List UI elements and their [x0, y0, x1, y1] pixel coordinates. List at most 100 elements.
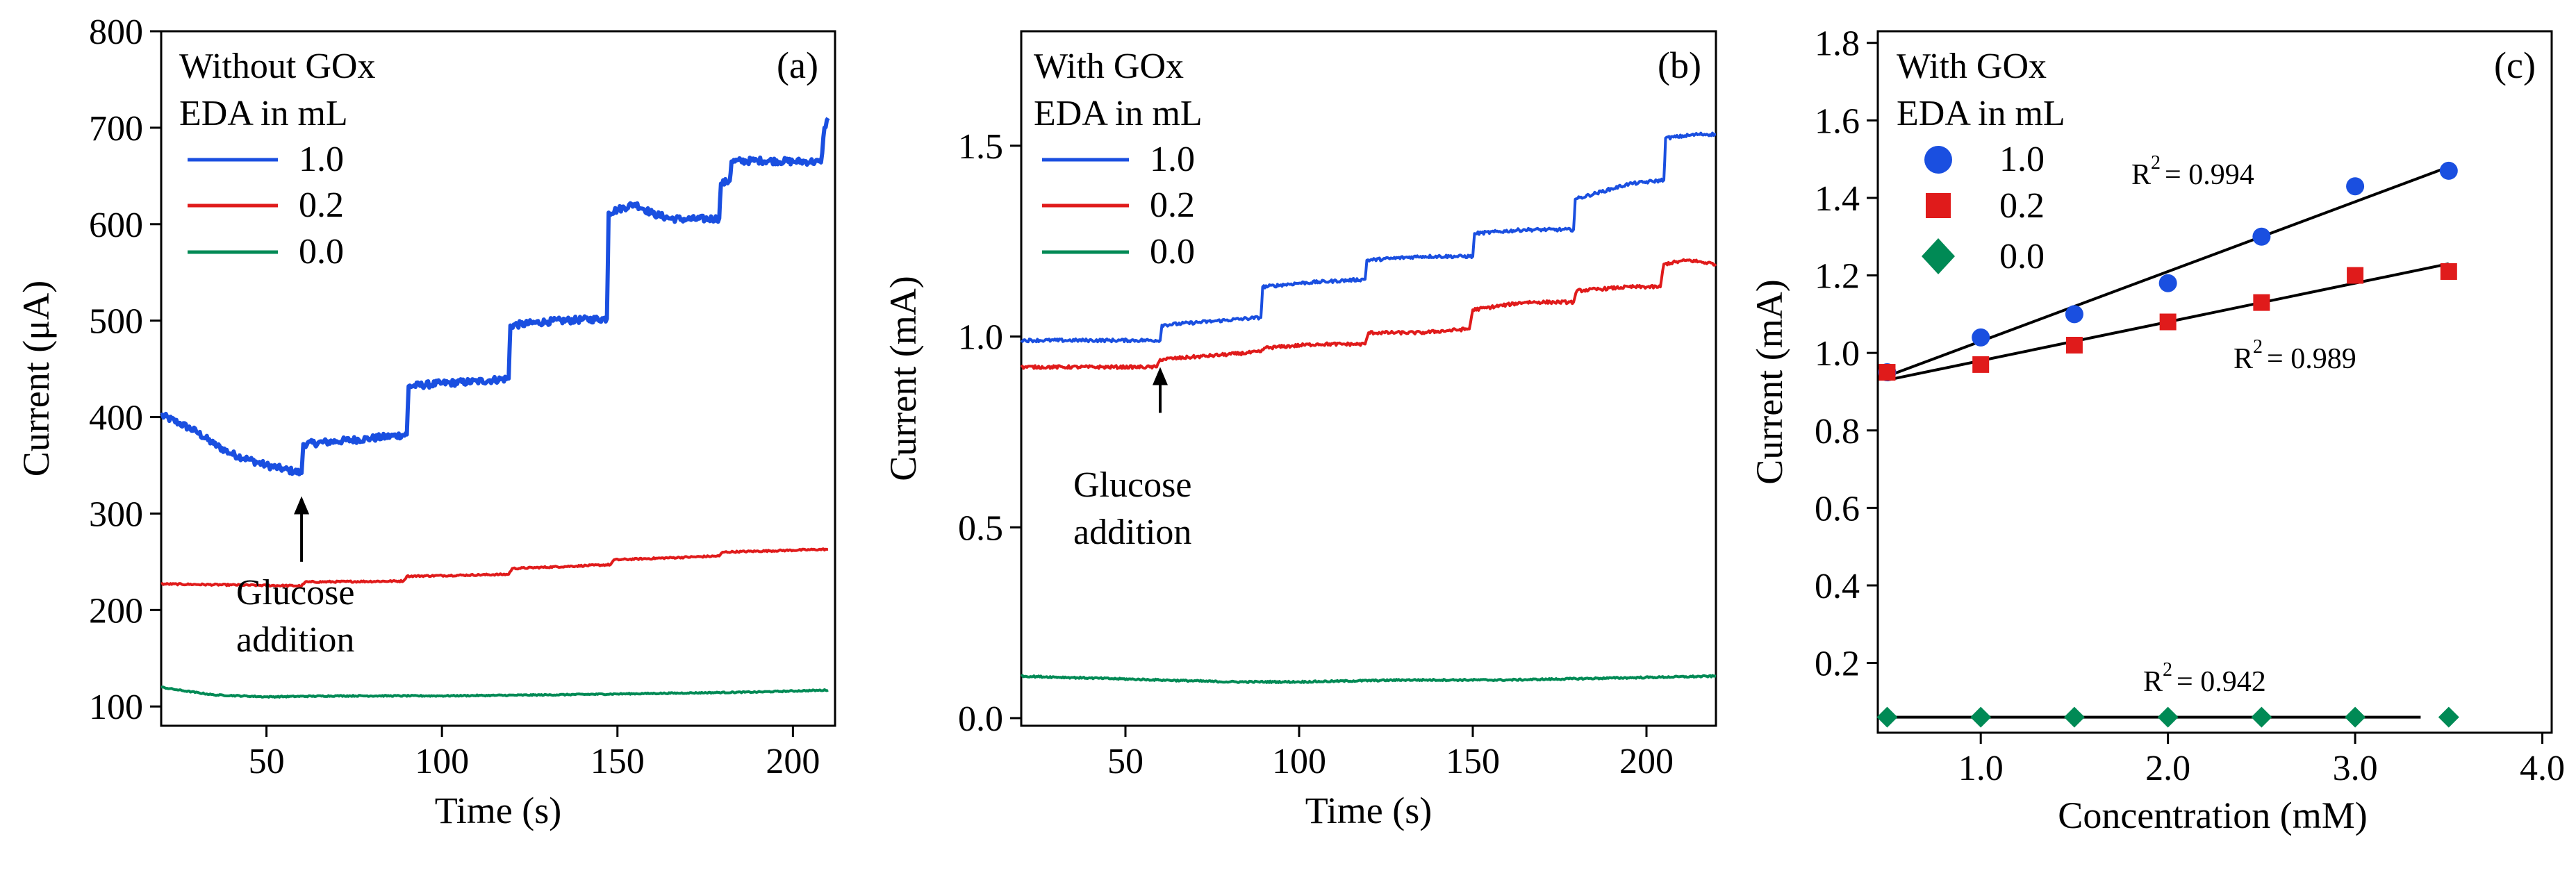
fit-line-1.0 [1886, 165, 2450, 378]
data-point-0.0 [1876, 706, 1898, 728]
panel-a-yticks: 100 200 300 400 500 600 700 800 [89, 13, 161, 727]
data-point-0.0 [2251, 706, 2272, 728]
data-point-0.0 [2063, 706, 2085, 728]
data-point-0.2 [2159, 313, 2177, 331]
data-point-1.0 [1972, 328, 1990, 347]
legend-label-0.2: 0.2 [299, 185, 344, 225]
x-tick-label: 50 [249, 742, 285, 781]
y-tick-label: 500 [89, 302, 143, 342]
panel-a-series [160, 117, 830, 699]
series-line-0.2 [1020, 258, 1717, 370]
panel-c: 1.0 2.0 3.0 4.0 0.2 0.4 0.6 0.8 1.0 1.2 1.4 1.6 1.8… [1749, 24, 2565, 836]
x-tick-label: 50 [1107, 742, 1143, 781]
panel-b-frame [1020, 30, 1717, 727]
y-tick-label: 0.2 [1815, 645, 1860, 684]
panel-a-ylabel: Current (μA) [15, 281, 57, 476]
panel-a-legend-title-2: EDA in mL [179, 94, 348, 133]
y-tick-label: 0.6 [1815, 489, 1860, 529]
panel-c-ylabel: Current (mA) [1749, 279, 1790, 484]
annotation-text-a-1: Glucose [236, 573, 354, 613]
panel-c-legend-title-2: EDA in mL [1897, 94, 2065, 133]
panel-c-points [1876, 161, 2459, 728]
series-line-1.0 [1020, 131, 1717, 344]
legend-label-0.0: 0.0 [1999, 237, 2045, 276]
series-line-0.2 [160, 547, 829, 588]
data-point-0.0 [2345, 706, 2366, 728]
x-tick-label: 150 [1446, 742, 1500, 781]
arrow-head [1153, 367, 1168, 385]
data-point-0.2 [1879, 364, 1896, 381]
annotation-text-a-2: addition [236, 620, 354, 660]
panel-c-frame [1876, 30, 2553, 734]
panel-b-legend-title-2: EDA in mL [1034, 94, 1203, 133]
annotation-arrow-a [294, 496, 310, 562]
panel-c-legend-title-1: With GOx [1897, 47, 2047, 86]
panel-a-frame [160, 30, 836, 727]
x-tick-label: 2.0 [2145, 749, 2190, 788]
annotation-text-b-1: Glucose [1073, 465, 1191, 505]
data-point-1.0 [2065, 305, 2083, 324]
legend-label-0.0: 0.0 [299, 232, 344, 272]
data-point-1.0 [2439, 161, 2458, 180]
y-tick-label: 1.6 [1815, 101, 1860, 141]
arrow-head [294, 496, 310, 515]
panel-c-fits [1886, 165, 2450, 719]
y-tick-label: 100 [89, 688, 143, 727]
y-tick-label: 0.4 [1815, 567, 1860, 606]
annotation-text-b-2: addition [1073, 513, 1191, 552]
panel-c-yticks: 0.2 0.4 0.6 0.8 1.0 1.2 1.4 1.6 1.8 [1815, 24, 1878, 684]
panel-b-xlabel: Time (s) [1305, 790, 1433, 831]
panel-a-legend-title-1: Without GOx [179, 47, 375, 86]
y-tick-label: 0.5 [958, 508, 1003, 548]
data-point-0.0 [2438, 706, 2459, 728]
y-tick-label: 1.0 [958, 318, 1003, 358]
legend-label-0.0: 0.0 [1150, 232, 1195, 272]
legend-label-1.0: 1.0 [1999, 140, 2045, 179]
y-tick-label: 0.0 [958, 699, 1003, 739]
y-tick-label: 600 [89, 206, 143, 245]
x-tick-label: 4.0 [2520, 749, 2565, 788]
panel-a-label: (a) [777, 44, 818, 86]
y-tick-label: 1.4 [1815, 179, 1860, 219]
legend-label-1.0: 1.0 [1150, 140, 1195, 179]
panel-b-xticks: 50 100 150 200 [1107, 726, 1674, 781]
y-tick-label: 800 [89, 13, 143, 52]
data-point-0.0 [2157, 706, 2179, 728]
fit-label-0.0: R2 = 0.942 [2143, 659, 2266, 698]
panel-b-label: (b) [1658, 44, 1701, 86]
data-point-1.0 [2158, 274, 2177, 292]
y-tick-label: 1.2 [1815, 257, 1860, 297]
legend-marker-diamond [1922, 238, 1955, 274]
y-tick-label: 700 [89, 109, 143, 149]
data-point-0.0 [1970, 706, 1992, 728]
panel-a: 50 100 150 200 100 200 300 400 500 600 700 800 (a)… [15, 13, 836, 831]
x-tick-label: 100 [415, 742, 469, 781]
series-line-0.0 [160, 685, 829, 699]
data-point-1.0 [2252, 227, 2271, 246]
panel-b-yticks: 0.0 0.5 1.0 1.5 [958, 127, 1021, 739]
x-tick-label: 200 [1619, 742, 1674, 781]
y-tick-label: 1.5 [958, 127, 1003, 167]
panel-c-label: (c) [2494, 44, 2536, 86]
legend-label-1.0: 1.0 [299, 140, 344, 179]
series-line-1.0 [160, 117, 830, 476]
x-tick-label: 1.0 [1958, 749, 2004, 788]
panel-b-legend-title-1: With GOx [1034, 47, 1184, 86]
legend-label-0.2: 0.2 [1999, 186, 2045, 226]
y-tick-label: 300 [89, 494, 143, 534]
y-tick-label: 1.8 [1815, 24, 1860, 64]
x-tick-label: 200 [766, 742, 820, 781]
x-tick-label: 100 [1272, 742, 1326, 781]
legend-marker-square [1926, 193, 1951, 218]
panel-a-xlabel: Time (s) [435, 790, 562, 831]
x-tick-label: 3.0 [2333, 749, 2378, 788]
x-tick-label: 150 [591, 742, 645, 781]
data-point-0.2 [2253, 294, 2270, 311]
y-tick-label: 0.8 [1815, 412, 1860, 451]
annotation-arrow-b [1153, 367, 1168, 413]
legend-marker-circle [1924, 146, 1952, 174]
y-tick-label: 400 [89, 399, 143, 438]
panel-c-xticks: 1.0 2.0 3.0 4.0 [1958, 733, 2565, 788]
fit-label-0.2: R2 = 0.989 [2234, 336, 2356, 375]
